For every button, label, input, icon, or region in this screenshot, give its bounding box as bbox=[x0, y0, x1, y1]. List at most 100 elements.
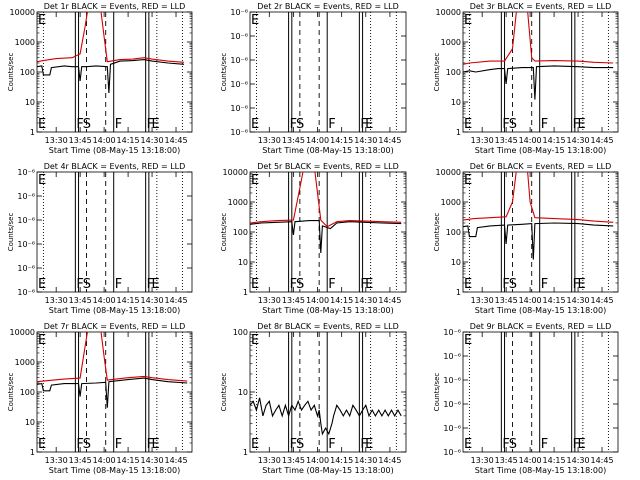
y-tick-label: 10000 bbox=[223, 168, 248, 177]
y-tick-label: 10⁻⁶ bbox=[17, 168, 35, 177]
y-tick-label: 1000 bbox=[441, 38, 461, 47]
x-tick-label: 13:45 bbox=[69, 296, 92, 305]
event-marker-label: F bbox=[541, 437, 548, 452]
event-marker-label: E bbox=[38, 277, 46, 292]
event-marker-label: F bbox=[360, 117, 367, 132]
plot-frame bbox=[36, 331, 193, 453]
event-marker-label: E bbox=[365, 117, 373, 132]
y-tick-label: 1000 bbox=[15, 358, 35, 367]
event-marker-label-top: E bbox=[464, 13, 472, 28]
event-marker-label: F bbox=[76, 277, 83, 292]
x-axis-label: Start Time (08-May-15 13:18:00) bbox=[475, 306, 606, 315]
event-marker-label: E bbox=[151, 437, 159, 452]
x-axis-label: Start Time (08-May-15 13:18:00) bbox=[475, 466, 606, 475]
panel-title: Det 6r BLACK = Events, RED = LLD bbox=[470, 162, 612, 171]
x-tick-label: 14:00 bbox=[93, 456, 116, 465]
event-marker-label: S bbox=[509, 277, 517, 292]
y-axis-label: Counts/sec bbox=[220, 53, 228, 92]
series-events-line bbox=[463, 65, 614, 100]
y-axis-label: Counts/sec bbox=[433, 213, 441, 252]
event-marker-label: F bbox=[541, 277, 548, 292]
x-axis-label: Start Time (08-May-15 13:18:00) bbox=[475, 146, 606, 155]
event-marker-label: F bbox=[360, 437, 367, 452]
plot-frame bbox=[462, 331, 619, 453]
event-marker-label: S bbox=[83, 277, 91, 292]
event-marker-label-top: E bbox=[251, 13, 259, 28]
x-tick-label: 14:45 bbox=[378, 136, 401, 145]
event-marker-label: E bbox=[365, 277, 373, 292]
panel-title: Det 2r BLACK = Events, RED = LLD bbox=[257, 2, 399, 11]
x-axis-label: Start Time (08-May-15 13:18:00) bbox=[262, 146, 393, 155]
plot-frame bbox=[462, 171, 619, 293]
y-tick-label: 10⁻⁶ bbox=[17, 192, 35, 201]
event-marker-label-top: E bbox=[464, 333, 472, 348]
x-tick-label: 13:30 bbox=[258, 456, 281, 465]
series-lld-line bbox=[463, 12, 614, 65]
y-tick-label: 10⁻⁶ bbox=[230, 128, 248, 137]
plot-frame bbox=[249, 171, 407, 293]
x-tick-label: 13:45 bbox=[282, 296, 305, 305]
event-marker-label: F bbox=[290, 117, 297, 132]
y-tick-label: 10⁻⁶ bbox=[443, 328, 461, 337]
y-tick-label: 10000 bbox=[10, 8, 35, 17]
y-tick-label: 10⁻⁶ bbox=[17, 264, 35, 273]
x-tick-label: 14:45 bbox=[378, 456, 401, 465]
series-events-line bbox=[463, 222, 614, 260]
event-marker-label: F bbox=[360, 277, 367, 292]
y-tick-label: 10⁻⁶ bbox=[17, 288, 35, 297]
y-tick-label: 100 bbox=[446, 68, 461, 77]
x-tick-label: 13:30 bbox=[258, 136, 281, 145]
x-tick-label: 13:45 bbox=[69, 136, 92, 145]
panel-8: Det 8r BLACK = Events, RED = LLD 1 10 100 13… bbox=[220, 322, 407, 475]
y-axis-label: Counts/sec bbox=[7, 53, 15, 92]
event-marker-label: F bbox=[115, 277, 122, 292]
y-axis-label: Counts/sec bbox=[7, 373, 15, 412]
y-tick-label: 10000 bbox=[436, 168, 461, 177]
y-tick-label: 10000 bbox=[10, 328, 35, 337]
y-tick-label: 1 bbox=[243, 448, 248, 457]
x-tick-label: 14:45 bbox=[164, 296, 187, 305]
x-tick-label: 13:30 bbox=[45, 456, 68, 465]
x-tick-label: 13:45 bbox=[495, 456, 518, 465]
x-tick-label: 14:45 bbox=[590, 456, 613, 465]
panel-1: Det 1r BLACK = Events, RED = LLD 1 10 100 10… bbox=[7, 2, 193, 155]
y-tick-label: 1 bbox=[30, 128, 35, 137]
event-marker-label: E bbox=[151, 277, 159, 292]
event-marker-label-top: E bbox=[38, 173, 46, 188]
x-tick-label: 14:00 bbox=[306, 296, 329, 305]
plot-frame bbox=[249, 331, 407, 453]
panel-title: Det 4r BLACK = Events, RED = LLD bbox=[44, 162, 186, 171]
y-tick-label: 100 bbox=[233, 228, 248, 237]
series-events-line bbox=[37, 377, 188, 408]
x-tick-label: 14:00 bbox=[519, 456, 542, 465]
event-marker-label-top: E bbox=[251, 173, 259, 188]
event-marker-label: F bbox=[76, 437, 83, 452]
y-tick-label: 10 bbox=[238, 258, 248, 267]
event-marker-label: F bbox=[328, 277, 335, 292]
event-marker-label: S bbox=[83, 117, 91, 132]
y-tick-label: 1 bbox=[456, 128, 461, 137]
x-tick-label: 14:30 bbox=[354, 136, 377, 145]
panel-2: Det 2r BLACK = Events, RED = LLD 10⁻⁶ 10⁻⁶… bbox=[220, 2, 407, 155]
event-marker-label: F bbox=[290, 437, 297, 452]
x-tick-label: 14:30 bbox=[567, 136, 590, 145]
event-marker-label: E bbox=[151, 117, 159, 132]
panel-6: Det 6r BLACK = Events, RED = LLD 1 10 100 10… bbox=[433, 162, 619, 315]
y-tick-label: 10 bbox=[451, 258, 461, 267]
event-marker-label: E bbox=[464, 277, 472, 292]
y-tick-label: 10⁻⁶ bbox=[443, 376, 461, 385]
event-marker-label: E bbox=[365, 437, 373, 452]
y-axis-label: Counts/sec bbox=[7, 213, 15, 252]
y-tick-label: 1000 bbox=[441, 198, 461, 207]
x-tick-label: 13:45 bbox=[495, 136, 518, 145]
x-tick-label: 14:15 bbox=[117, 136, 140, 145]
event-marker-label: E bbox=[251, 277, 259, 292]
panel-4: Det 4r BLACK = Events, RED = LLD 10⁻⁶ 10⁻⁶… bbox=[7, 162, 193, 315]
event-marker-label-top: E bbox=[251, 333, 259, 348]
x-tick-label: 13:30 bbox=[471, 296, 494, 305]
event-marker-label-top: E bbox=[464, 173, 472, 188]
y-axis-label: Counts/sec bbox=[220, 213, 228, 252]
event-marker-label: S bbox=[296, 437, 304, 452]
panel-title: Det 5r BLACK = Events, RED = LLD bbox=[257, 162, 399, 171]
y-tick-label: 100 bbox=[446, 228, 461, 237]
